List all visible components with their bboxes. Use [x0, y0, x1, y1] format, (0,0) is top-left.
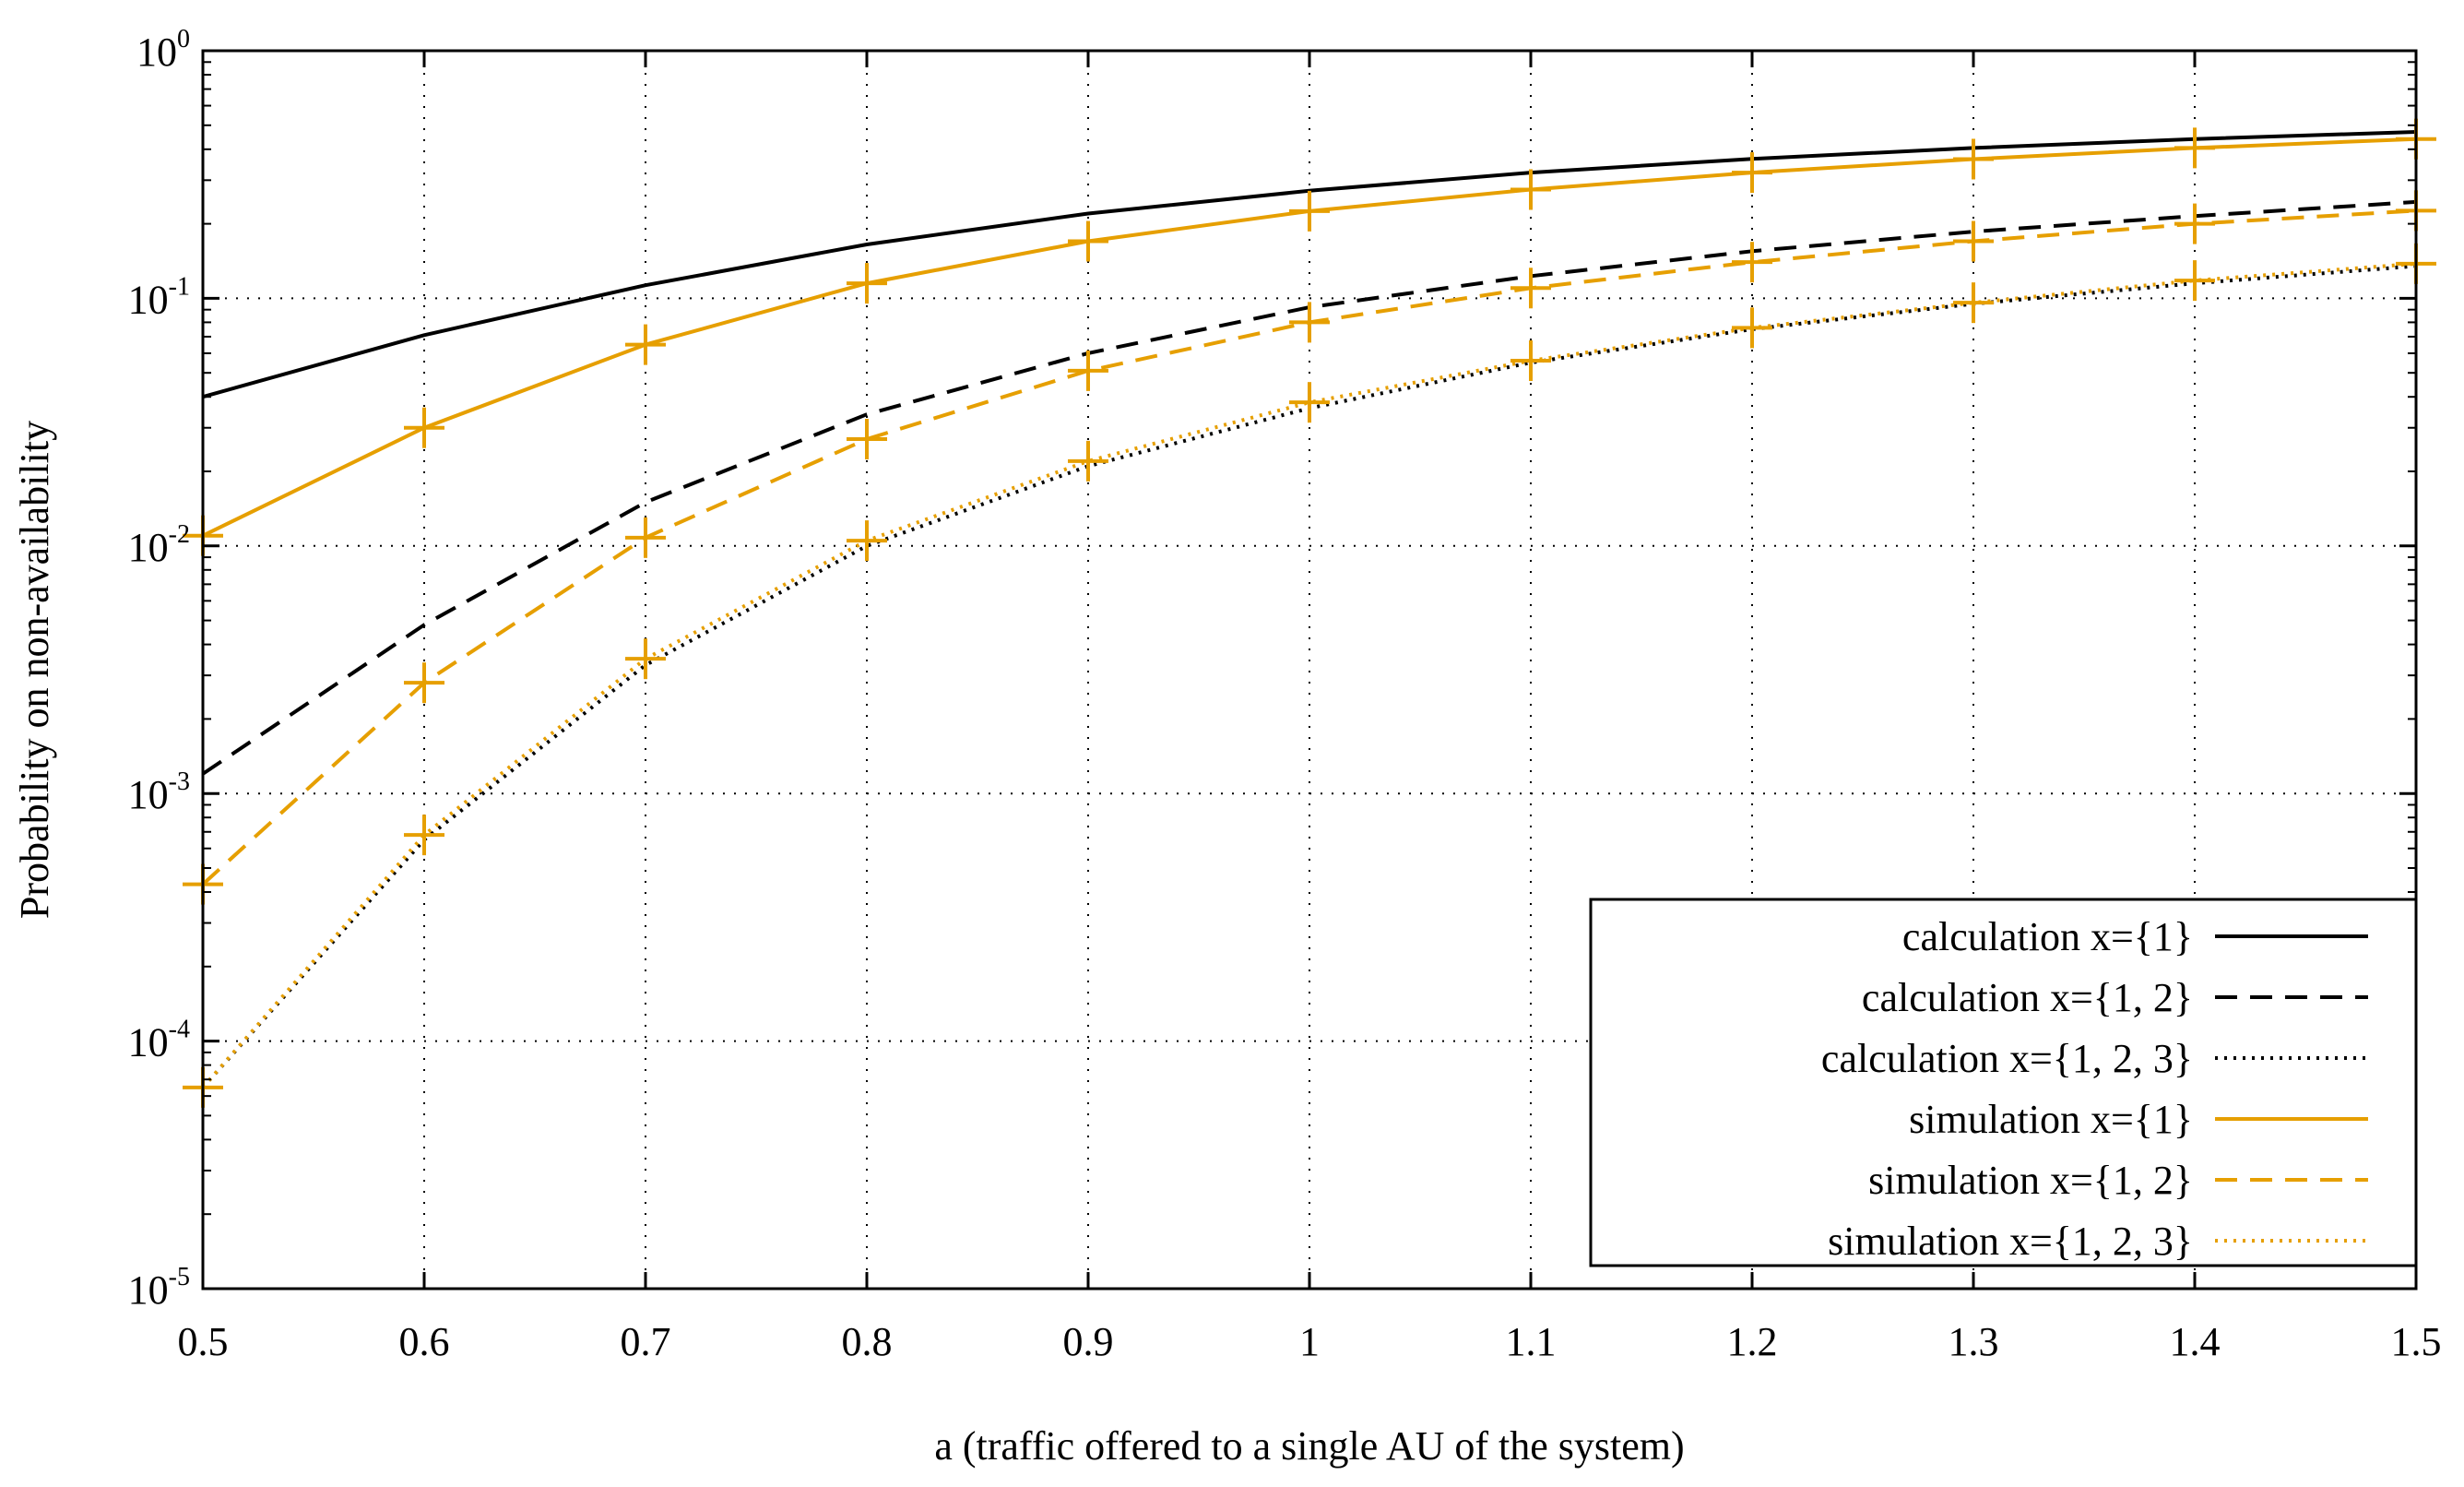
x-tick-label: 0.6	[399, 1319, 450, 1364]
legend-entry-label: calculation x={1, 2, 3}	[1821, 1036, 2193, 1081]
data-point-marker	[1732, 152, 1772, 194]
data-point-marker	[1068, 440, 1108, 482]
x-tick-label: 1.3	[1949, 1319, 1999, 1364]
y-tick-label: 10-3	[128, 767, 190, 817]
x-tick-labels: 0.5 0.6 0.7 0.8 0.9 1 1.1 1.2 1.3 1.4 1.5	[178, 1319, 2442, 1364]
grid-lines	[203, 51, 2416, 1289]
data-point-marker	[1953, 282, 1994, 324]
x-tick-label: 0.8	[842, 1319, 893, 1364]
legend-entry-label: calculation x={1, 2}	[1862, 975, 2193, 1020]
data-point-marker	[404, 815, 444, 856]
x-tick-label: 0.7	[621, 1319, 671, 1364]
x-axis-title: a (traffic offered to a single AU of the…	[934, 1423, 1684, 1469]
x-tick-label: 0.5	[178, 1319, 229, 1364]
y-tick-label: 10-2	[128, 520, 190, 570]
y-tick-label: 10-5	[128, 1263, 190, 1313]
y-tick-label: 10-4	[128, 1016, 190, 1065]
legend-entry-label: calculation x={1}	[1902, 914, 2193, 959]
series-line	[201, 199, 2417, 776]
data-point-marker	[847, 520, 887, 562]
data-point-marker	[1068, 220, 1108, 262]
data-point-marker	[625, 324, 666, 365]
legend-entry-label: simulation x={1}	[1909, 1097, 2193, 1142]
legend-entry-label: simulation x={1, 2}	[1868, 1158, 2193, 1203]
x-tick-label: 1.5	[2391, 1319, 2442, 1364]
data-point-marker	[1732, 242, 1772, 283]
data-point-marker	[2174, 127, 2215, 169]
data-point-marker	[847, 419, 887, 460]
data-point-marker	[847, 263, 887, 304]
legend-box	[1589, 898, 2418, 1267]
data-point-marker	[1289, 190, 1330, 232]
y-axis-title: Probability on non-availability	[12, 421, 57, 919]
x-tick-label: 1.4	[2170, 1319, 2221, 1364]
x-tick-label: 1.2	[1727, 1319, 1778, 1364]
data-point-marker	[404, 662, 444, 704]
x-tick-label: 1.1	[1506, 1319, 1557, 1364]
y-tick-labels: 100 10-1 10-2 10-3 10-4 10-5	[128, 25, 190, 1313]
data-point-marker	[2174, 260, 2215, 302]
series-markers	[183, 118, 2436, 1108]
data-point-marker	[1289, 302, 1330, 343]
data-point-marker	[1510, 339, 1551, 381]
data-point-marker	[1510, 268, 1551, 309]
legend-entry-label: simulation x={1, 2, 3}	[1828, 1219, 2193, 1264]
y-tick-label: 10-1	[128, 272, 190, 322]
data-point-marker	[1953, 138, 1994, 180]
data-point-marker	[1068, 350, 1108, 391]
series-line	[202, 130, 2417, 399]
x-tick-label: 1	[1299, 1319, 1320, 1364]
axis-ticks	[201, 49, 2418, 1291]
data-point-marker	[404, 407, 444, 448]
data-point-marker	[1732, 307, 1772, 349]
data-point-marker	[1289, 382, 1330, 423]
y-tick-label: 100	[136, 25, 190, 75]
legend: calculation x={1} calculation x={1, 2} cal…	[1589, 898, 2418, 1267]
data-point-marker	[625, 638, 666, 680]
x-tick-label: 0.9	[1063, 1319, 1114, 1364]
data-point-marker	[1953, 220, 1994, 262]
data-point-marker	[1510, 169, 1551, 210]
data-point-marker	[625, 517, 666, 558]
data-point-marker	[2174, 203, 2215, 244]
